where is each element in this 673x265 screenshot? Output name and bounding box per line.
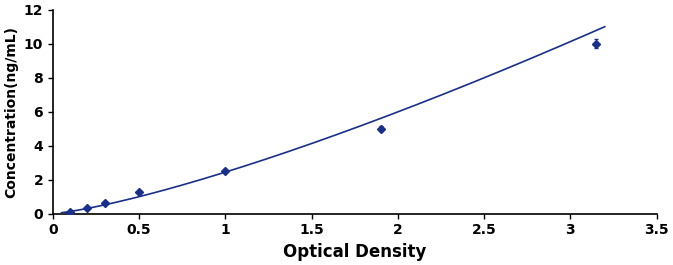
X-axis label: Optical Density: Optical Density: [283, 243, 427, 261]
Y-axis label: Concentration(ng/mL): Concentration(ng/mL): [4, 26, 18, 198]
